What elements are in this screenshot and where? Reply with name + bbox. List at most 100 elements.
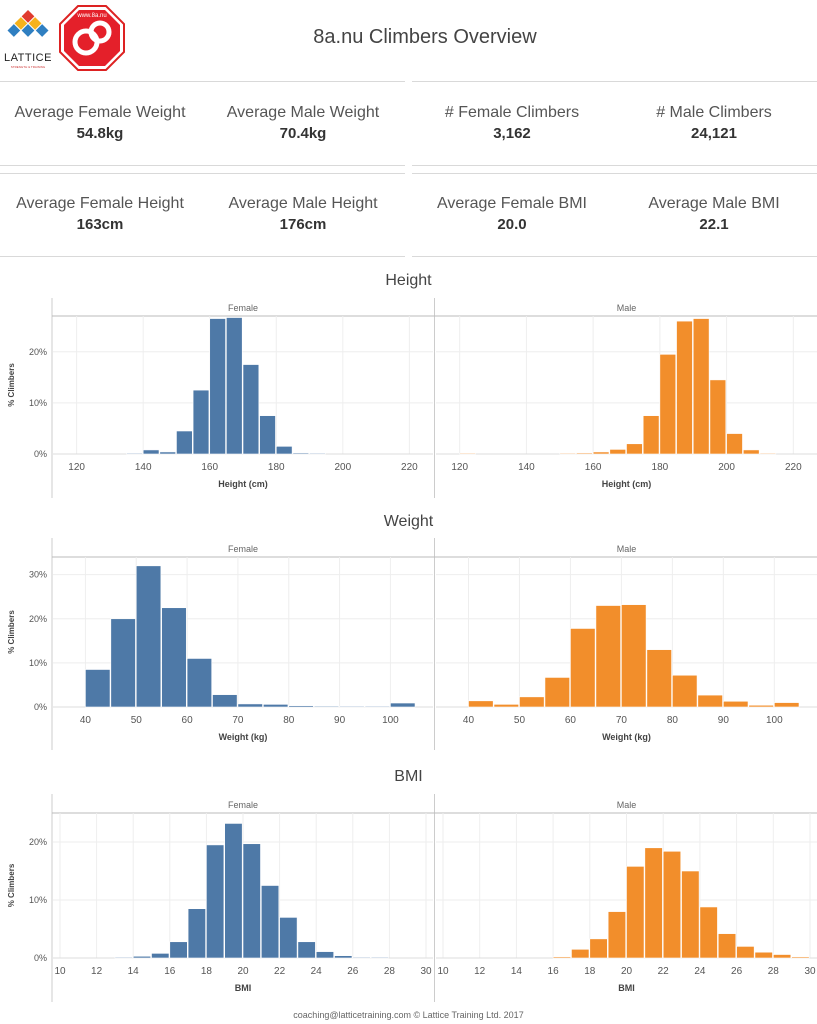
female-histogram-bar — [135, 565, 162, 708]
female-histogram-bar — [85, 669, 111, 708]
male-histogram-bar — [772, 954, 792, 959]
kpi-label: # Female Climbers — [444, 104, 580, 121]
male-histogram-bar — [595, 605, 621, 708]
x-tick-label: 70 — [232, 715, 244, 726]
female-histogram-bar — [151, 953, 170, 959]
female-histogram-bar — [159, 451, 176, 455]
kpi-label: Average Male BMI — [648, 195, 780, 212]
page-title: 8a.nu Climbers Overview — [313, 26, 537, 48]
y-tick-label: 20% — [29, 614, 47, 624]
kpi-label: Average Male Weight — [226, 104, 380, 121]
facet-label: Male — [617, 303, 637, 313]
x-tick-label: 160 — [585, 462, 602, 473]
x-tick-label: 60 — [182, 715, 194, 726]
kpi-value: 176cm — [279, 216, 327, 233]
female-histogram-bar — [352, 956, 371, 959]
male-histogram-bar — [681, 870, 700, 959]
lattice-logo-text: LATTICE — [4, 52, 52, 64]
facet-label: Female — [228, 544, 258, 554]
x-tick-label: 12 — [91, 966, 103, 977]
female-histogram-bar — [142, 449, 160, 455]
x-tick-label: 28 — [768, 966, 780, 977]
male-histogram-bar — [699, 906, 718, 959]
kpi-separator — [0, 256, 405, 257]
x-tick-label: 30 — [804, 966, 816, 977]
x-tick-label: 18 — [584, 966, 596, 977]
male-histogram-bar — [659, 354, 677, 455]
female-histogram-bar — [279, 917, 298, 959]
female-histogram-bar — [224, 823, 243, 959]
x-tick-label: 120 — [68, 462, 85, 473]
y-axis-label: % Climbers — [7, 363, 16, 407]
female-histogram-bar — [242, 364, 260, 455]
female-histogram-bar — [169, 941, 188, 959]
kpi-value: 22.1 — [699, 216, 729, 233]
kpi-label: Average Male Height — [228, 195, 378, 212]
x-tick-label: 90 — [718, 715, 730, 726]
x-tick-label: 120 — [451, 462, 468, 473]
x-tick-label: 26 — [347, 966, 359, 977]
kpi-label: Average Female BMI — [437, 195, 587, 212]
x-tick-label: 30 — [420, 966, 432, 977]
male-histogram-bar — [709, 379, 727, 455]
female-histogram-bar — [263, 704, 289, 708]
female-histogram-bar — [187, 908, 206, 959]
x-tick-label: 70 — [616, 715, 628, 726]
female-histogram-bar — [110, 618, 136, 708]
female-histogram-bar — [186, 658, 212, 708]
kpi-label: Average Female Weight — [14, 104, 186, 121]
female-histogram-bar — [242, 843, 261, 959]
female-histogram-bar — [339, 705, 365, 708]
x-tick-label: 18 — [201, 966, 213, 977]
male-histogram-bar — [571, 949, 590, 959]
male-histogram-bar — [774, 702, 800, 708]
kpi-avg-female-height: Average Female Height 163cm — [0, 195, 200, 233]
x-axis-label: Height (cm) — [218, 479, 268, 489]
male-histogram-bar — [570, 628, 596, 708]
height-histogram: % Climbers 0% 10% 20% Female 120 140 160 180 200 2… — [7, 298, 817, 498]
lattice-diamond-icon — [7, 10, 49, 37]
male-histogram-bar — [791, 956, 810, 959]
x-tick-label: 28 — [384, 966, 396, 977]
male-histogram-bar — [589, 938, 608, 959]
x-tick-label: 20 — [237, 966, 249, 977]
kpi-avg-male-bmi: Average Male BMI 22.1 — [614, 195, 814, 233]
kpi-value: 20.0 — [497, 216, 527, 233]
x-axis-label: Weight (kg) — [602, 732, 651, 742]
y-tick-label: 0% — [34, 449, 47, 459]
kpi-value: 24,121 — [691, 125, 737, 142]
kpi-separator — [0, 165, 405, 166]
male-histogram-bar — [468, 700, 494, 708]
lattice-logo-subtext: STRENGTH & TRAINING — [10, 65, 46, 69]
y-tick-label: 10% — [29, 895, 47, 905]
y-tick-label: 0% — [34, 953, 47, 963]
female-histogram-bar — [275, 446, 293, 455]
female-histogram-bar — [161, 607, 187, 708]
female-histogram-bar — [334, 955, 353, 959]
y-tick-label: 30% — [29, 570, 47, 580]
octagon-badge-icon: www.8a.nu — [59, 5, 125, 71]
male-histogram-bar — [742, 449, 760, 455]
bmi-histogram: % Climbers 0% 10% 20% Female 10 12 14 16 18 20 22 24… — [7, 794, 817, 1002]
y-tick-label: 10% — [29, 658, 47, 668]
y-tick-label: 10% — [29, 398, 47, 408]
kpi-value: 54.8kg — [76, 125, 124, 142]
male-histogram-bar — [736, 946, 755, 959]
x-tick-label: 10 — [54, 966, 66, 977]
male-histogram-bar — [644, 847, 663, 959]
female-histogram-bar — [132, 955, 151, 959]
female-histogram-bar — [114, 956, 133, 959]
female-histogram-bar — [192, 389, 210, 455]
female-histogram-bar — [206, 844, 225, 959]
x-tick-label: 140 — [518, 462, 535, 473]
bmi-chart-title: BMI — [394, 768, 423, 785]
kpi-separator — [412, 81, 817, 82]
male-histogram-bar — [552, 956, 571, 959]
male-histogram-bar — [642, 415, 660, 455]
male-histogram-bar — [576, 452, 593, 455]
footer-copyright: coaching@latticetraining.com © Lattice T… — [293, 1010, 524, 1020]
kpi-separator — [0, 81, 405, 82]
x-tick-label: 140 — [135, 462, 152, 473]
x-tick-label: 180 — [268, 462, 285, 473]
x-tick-label: 22 — [658, 966, 670, 977]
